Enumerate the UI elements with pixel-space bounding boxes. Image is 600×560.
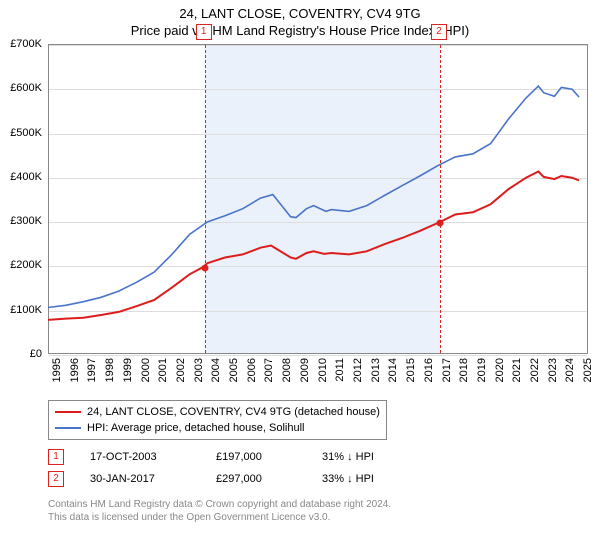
x-axis-label: 1999 xyxy=(122,358,134,382)
legend-item: HPI: Average price, detached house, Soli… xyxy=(55,420,380,436)
sale-date: 17-OCT-2003 xyxy=(90,451,190,463)
sale-row: 2 30-JAN-2017 £297,000 33% ↓ HPI xyxy=(48,468,422,490)
x-axis-label: 1998 xyxy=(104,358,116,382)
x-axis-label: 1995 xyxy=(51,358,63,382)
x-axis-label: 2013 xyxy=(370,358,382,382)
sale-hpi-delta: 33% ↓ HPI xyxy=(322,473,422,485)
x-axis-label: 2011 xyxy=(334,358,346,382)
x-axis-label: 2017 xyxy=(441,358,453,382)
x-axis-label: 2021 xyxy=(511,358,523,382)
y-axis-label: £400K xyxy=(10,171,42,183)
y-axis-label: £700K xyxy=(10,38,42,50)
x-axis-label: 2019 xyxy=(476,358,488,382)
x-axis-label: 2018 xyxy=(458,358,470,382)
x-axis-label: 2024 xyxy=(564,358,576,382)
x-axis-label: 1996 xyxy=(69,358,81,382)
footer-line2: This data is licensed under the Open Gov… xyxy=(48,511,391,524)
series-property xyxy=(48,172,579,320)
sale-price: £197,000 xyxy=(216,451,296,463)
y-axis-label: £500K xyxy=(10,127,42,139)
x-axis-label: 2025 xyxy=(582,358,594,382)
x-axis-label: 2007 xyxy=(263,358,275,382)
sale-marker: 2 xyxy=(431,24,447,40)
sale-date: 30-JAN-2017 xyxy=(90,473,190,485)
x-axis-label: 2022 xyxy=(529,358,541,382)
x-axis-label: 2008 xyxy=(281,358,293,382)
x-axis-label: 2020 xyxy=(494,358,506,382)
title-line2: Price paid vs. HM Land Registry's House … xyxy=(0,21,600,38)
x-axis-label: 2005 xyxy=(228,358,240,382)
legend-item: 24, LANT CLOSE, COVENTRY, CV4 9TG (detac… xyxy=(55,404,380,420)
y-axis-label: £0 xyxy=(30,348,42,360)
x-axis-label: 2006 xyxy=(246,358,258,382)
x-axis-label: 2023 xyxy=(547,358,559,382)
x-axis-label: 2003 xyxy=(193,358,205,382)
sale-price: £297,000 xyxy=(216,473,296,485)
x-axis-label: 2001 xyxy=(157,358,169,382)
footer-line1: Contains HM Land Registry data © Crown c… xyxy=(48,498,391,511)
sale-number-box: 1 xyxy=(48,449,64,465)
x-axis-label: 1997 xyxy=(86,358,98,382)
y-axis-label: £300K xyxy=(10,215,42,227)
legend: 24, LANT CLOSE, COVENTRY, CV4 9TG (detac… xyxy=(48,400,387,440)
x-axis-label: 2015 xyxy=(405,358,417,382)
sale-row: 1 17-OCT-2003 £197,000 31% ↓ HPI xyxy=(48,446,422,468)
footer-attribution: Contains HM Land Registry data © Crown c… xyxy=(48,498,391,524)
sale-hpi-delta: 31% ↓ HPI xyxy=(322,451,422,463)
title-line1: 24, LANT CLOSE, COVENTRY, CV4 9TG xyxy=(0,0,600,21)
x-axis-label: 2010 xyxy=(317,358,329,382)
x-axis-label: 2016 xyxy=(423,358,435,382)
x-axis-label: 2004 xyxy=(210,358,222,382)
x-axis-label: 2012 xyxy=(352,358,364,382)
sale-number-box: 2 xyxy=(48,471,64,487)
x-axis-label: 2009 xyxy=(299,358,311,382)
x-axis-label: 2000 xyxy=(140,358,152,382)
sales-table: 1 17-OCT-2003 £197,000 31% ↓ HPI 2 30-JAN-201… xyxy=(48,446,422,490)
y-axis-label: £200K xyxy=(10,259,42,271)
x-axis-label: 2014 xyxy=(387,358,399,382)
price-chart: £0£100K£200K£300K£400K£500K£600K£700K199… xyxy=(48,44,588,354)
sale-marker: 1 xyxy=(196,24,212,40)
y-axis-label: £100K xyxy=(10,304,42,316)
x-axis-label: 2002 xyxy=(175,358,187,382)
y-axis-label: £600K xyxy=(10,82,42,94)
